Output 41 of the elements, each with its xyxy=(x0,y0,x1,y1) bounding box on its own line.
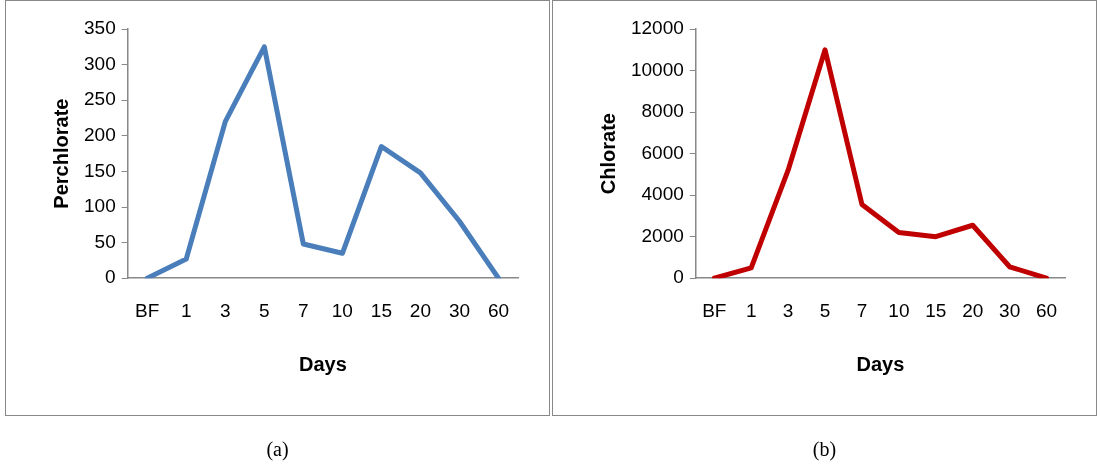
x-tick-label: BF xyxy=(702,299,727,321)
y-tick-label: 50 xyxy=(94,230,116,252)
x-tick-label: 1 xyxy=(745,299,757,321)
x-tick-label: 10 xyxy=(888,299,910,321)
x-tick-label: 5 xyxy=(819,299,831,321)
x-tick-label: 3 xyxy=(219,299,231,321)
text: (a) xyxy=(265,438,290,461)
x-tick-label: 60 xyxy=(487,299,510,321)
y-tick-label: 10000 xyxy=(630,58,684,80)
x-axis-title: Days xyxy=(856,352,905,375)
x-tick-label: 15 xyxy=(370,299,392,321)
x-tick-label: 20 xyxy=(409,299,431,321)
x-tick-label: BF xyxy=(135,299,160,321)
text: (b) xyxy=(811,438,838,461)
y-tick-label: 150 xyxy=(84,159,116,181)
x-tick-label: 3 xyxy=(782,299,794,321)
y-tick-label: 200 xyxy=(84,124,116,146)
x-tick-label: 10 xyxy=(331,299,353,321)
y-tick-label: 2000 xyxy=(641,224,684,246)
x-tick-label: 20 xyxy=(962,299,984,321)
x-axis-title: Days xyxy=(298,352,347,375)
y-tick-label: 0 xyxy=(105,266,116,288)
x-tick-label: 15 xyxy=(925,299,947,321)
y-tick-label: 12000 xyxy=(630,17,684,39)
x-tick-label: 1 xyxy=(180,299,192,321)
y-tick-label: 8000 xyxy=(641,100,684,122)
y-tick-label: 300 xyxy=(84,52,116,74)
x-tick-label: 7 xyxy=(856,299,868,321)
x-tick-label: 5 xyxy=(259,299,270,321)
x-tick-label: 30 xyxy=(448,299,471,321)
x-tick-label: 60 xyxy=(1035,299,1058,321)
y-tick-label: 4000 xyxy=(641,183,684,205)
x-tick-label: 7 xyxy=(298,299,309,321)
y-tick-label: 350 xyxy=(84,17,116,39)
y-axis-title: Perchlorate xyxy=(49,98,72,209)
y-tick-label: 6000 xyxy=(641,141,684,163)
y-tick-label: 250 xyxy=(84,88,116,110)
y-tick-label: 100 xyxy=(84,195,116,217)
y-axis-title: Chlorate xyxy=(596,113,619,195)
y-tick-label: 0 xyxy=(673,266,684,288)
x-tick-label: 30 xyxy=(999,299,1021,321)
